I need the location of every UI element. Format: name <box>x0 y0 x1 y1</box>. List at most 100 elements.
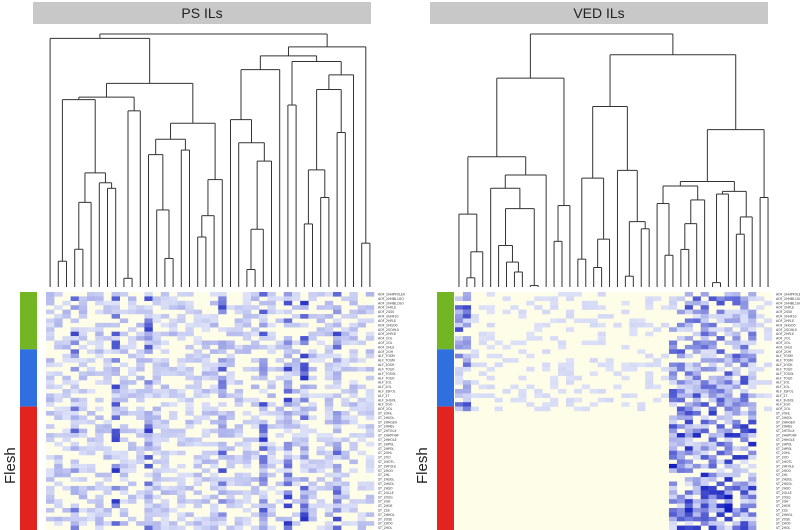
heatmap-cell <box>78 507 88 513</box>
heatmap-cell <box>502 309 511 315</box>
heatmap-cell <box>152 358 161 363</box>
row-label: ST_2OLLE <box>776 491 792 495</box>
heatmap-cell <box>333 455 342 460</box>
heatmap-cell <box>357 340 366 346</box>
row-label: ST_2HFOLE <box>378 464 396 468</box>
heatmap-cell <box>201 450 211 456</box>
heatmap-cell <box>226 415 235 421</box>
heatmap-cell <box>193 437 202 443</box>
heatmap-cell <box>716 327 725 332</box>
heatmap-cell <box>316 525 325 530</box>
heatmap-cell <box>316 358 325 363</box>
heatmap-cell <box>300 371 309 376</box>
heatmap-cell <box>177 472 186 478</box>
heatmap-cell <box>103 322 112 328</box>
heatmap-cell <box>341 366 350 372</box>
heatmap-cell <box>218 393 227 398</box>
heatmap-cell <box>111 433 120 438</box>
heatmap-cell <box>684 380 693 385</box>
heatmap-cell <box>565 402 575 407</box>
heatmap-cell <box>684 406 693 412</box>
heatmap-cell <box>708 472 717 478</box>
heatmap-cell <box>234 327 243 332</box>
heatmap-cell <box>341 411 350 416</box>
heatmap-cell <box>692 490 701 495</box>
heatmap-cell <box>692 424 701 429</box>
heatmap-cell <box>144 433 153 438</box>
heatmap-cell <box>700 503 709 509</box>
row-label: ST_2HHPOHF <box>776 434 797 438</box>
row-label: ST_2HSOL <box>776 482 793 486</box>
heatmap-cell <box>218 300 227 306</box>
heatmap-cell <box>70 485 79 491</box>
heatmap-cell <box>740 424 749 429</box>
row-label: AOF_2HFLE <box>378 332 396 336</box>
heatmap-cell <box>565 397 575 403</box>
heatmap-cell <box>668 499 678 504</box>
heatmap-cell <box>637 402 646 407</box>
heatmap-cell <box>193 499 202 504</box>
heatmap-cell <box>333 468 342 473</box>
heatmap-cell <box>645 305 654 310</box>
heatmap-cell <box>103 366 112 372</box>
heatmap-cell <box>692 446 701 451</box>
heatmap-cell <box>534 322 543 328</box>
heatmap-cell <box>267 402 276 407</box>
heatmap-cell <box>95 292 104 297</box>
heatmap-cell <box>740 305 749 310</box>
heatmap-cell <box>668 490 678 495</box>
heatmap-cell <box>46 507 55 513</box>
heatmap-cell <box>46 411 55 416</box>
heatmap-cell <box>708 490 717 495</box>
heatmap-cell <box>242 499 252 504</box>
heatmap-cell <box>119 349 129 354</box>
heatmap-cell <box>357 305 366 310</box>
heatmap-cell <box>716 309 725 315</box>
heatmap-cell <box>275 375 284 381</box>
heatmap-cell <box>70 402 79 407</box>
heatmap-cell <box>95 441 104 447</box>
heatmap-cell <box>756 380 765 385</box>
heatmap-cell <box>333 380 342 385</box>
heatmap-cell <box>111 300 120 306</box>
heatmap-cell <box>87 463 96 469</box>
heatmap-cell <box>333 463 342 469</box>
row-label: ST_2HHOLE <box>776 438 795 442</box>
heatmap-cell <box>46 309 55 315</box>
heatmap-cell <box>324 384 334 390</box>
heatmap-cell <box>300 406 309 412</box>
heatmap-cell <box>283 419 293 425</box>
heatmap-cell <box>177 481 186 487</box>
heatmap-cell <box>70 384 79 390</box>
row-label: ALF_2HSOL <box>776 398 794 402</box>
row-label: ST_2HFOLE <box>776 464 794 468</box>
heatmap-cell <box>283 349 293 354</box>
heatmap-cell <box>242 516 252 522</box>
heatmap-cell <box>185 437 194 443</box>
heatmap-cell <box>684 512 693 517</box>
heatmap-cell <box>308 402 317 407</box>
heatmap-cell <box>193 419 202 425</box>
heatmap-cell <box>661 305 670 310</box>
heatmap-cell <box>748 318 757 324</box>
heatmap-cell <box>502 296 511 302</box>
heatmap-cell <box>87 371 96 376</box>
heatmap-cell <box>597 336 606 341</box>
heatmap-cell <box>668 366 678 372</box>
heatmap-cell <box>259 344 268 350</box>
heatmap-cell <box>684 415 693 421</box>
heatmap-cell <box>144 521 153 526</box>
heatmap-cell <box>300 433 309 438</box>
heatmap-cell <box>144 393 153 398</box>
heatmap-cell <box>716 481 725 487</box>
heatmap-cell <box>316 485 325 491</box>
heatmap-cell <box>218 380 227 385</box>
heatmap-cell <box>740 446 749 451</box>
row-label: ALF_2T <box>378 394 389 398</box>
heatmap-cell <box>177 318 186 324</box>
heatmap-cell <box>349 353 358 359</box>
heatmap-cell <box>558 371 567 376</box>
heatmap-cell <box>226 393 235 398</box>
heatmap-cell <box>708 494 717 500</box>
heatmap-cell <box>308 494 317 500</box>
